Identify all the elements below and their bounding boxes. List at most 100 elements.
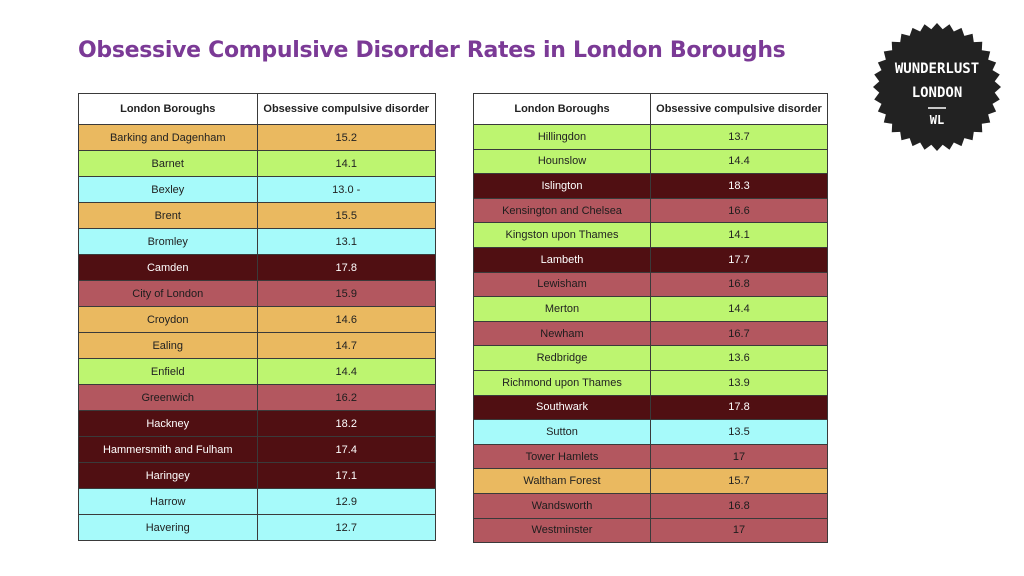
- ocd-rate-cell: 14.7: [256, 332, 436, 359]
- ocd-rate-cell: 13.6: [650, 345, 828, 371]
- ocd-rate-cell: 14.4: [650, 296, 828, 322]
- right-table-body: Hillingdon 13.7 Hounslow 14.4 Islington 18.3 K…: [473, 124, 828, 544]
- ocd-rate-cell: 17.1: [256, 462, 436, 489]
- borough-name-cell: Westminster: [473, 517, 651, 544]
- borough-name-cell: Southwark: [473, 394, 651, 421]
- ocd-rate-cell: 18.3: [650, 173, 828, 199]
- borough-name-cell: Haringey: [78, 462, 258, 489]
- borough-name-cell: Enfield: [78, 358, 258, 385]
- ocd-rate-cell: 15.2: [256, 124, 436, 151]
- ocd-rate-cell: 16.6: [650, 197, 828, 224]
- borough-name-cell: Newham: [473, 320, 651, 347]
- table-row: City of London 15.9: [78, 280, 436, 307]
- ocd-rate-cell: 15.7: [650, 468, 828, 494]
- table-row: Lewisham 16.8: [473, 271, 828, 298]
- table-row: Redbridge 13.6: [473, 345, 828, 371]
- borough-name-cell: Redbridge: [473, 345, 651, 371]
- ocd-rate-cell: 14.4: [650, 148, 828, 175]
- column-header-ocd-rate: Obsessive compulsive disorder: [650, 93, 828, 125]
- table-row: Enfield 14.4: [78, 358, 436, 385]
- table-row: Brent 15.5: [78, 202, 436, 229]
- ocd-rate-cell: 12.9: [256, 488, 436, 515]
- table-row: Bexley 13.0 -: [78, 176, 436, 203]
- borough-name-cell: Lewisham: [473, 271, 651, 298]
- borough-name-cell: Islington: [473, 173, 651, 199]
- table-row: Richmond upon Thames 13.9: [473, 369, 828, 396]
- table-row: Islington 18.3: [473, 173, 828, 199]
- ocd-rate-cell: 13.0 -: [256, 176, 436, 203]
- borough-name-cell: City of London: [78, 280, 258, 307]
- ocd-rate-cell: 17.8: [650, 394, 828, 421]
- table-row: Barnet 14.1: [78, 150, 436, 177]
- borough-name-cell: Tower Hamlets: [473, 443, 651, 470]
- ocd-rate-cell: 16.7: [650, 320, 828, 347]
- borough-name-cell: Hillingdon: [473, 124, 651, 150]
- wunderlust-london-logo: WUNDERLUST LONDON WL: [870, 20, 1004, 154]
- ocd-rate-cell: 17.4: [256, 436, 436, 463]
- table-row: Westminster 17: [473, 517, 828, 544]
- left-table-body: Barking and Dagenham 15.2 Barnet 14.1 Bexley…: [78, 124, 436, 541]
- table-row: Harrow 12.9: [78, 488, 436, 515]
- column-header-borough: London Boroughs: [473, 93, 651, 125]
- right-borough-table: London Boroughs Obsessive compulsive dis…: [473, 93, 828, 544]
- borough-name-cell: Richmond upon Thames: [473, 369, 651, 396]
- table-row: Tower Hamlets 17: [473, 443, 828, 470]
- ocd-rate-cell: 17: [650, 443, 828, 470]
- table-row: Newham 16.7: [473, 320, 828, 347]
- table-row: Sutton 13.5: [473, 419, 828, 445]
- table-row: Hillingdon 13.7: [473, 124, 828, 150]
- borough-name-cell: Barnet: [78, 150, 258, 177]
- left-borough-table: London Boroughs Obsessive compulsive dis…: [78, 93, 436, 541]
- table-row: Greenwich 16.2: [78, 384, 436, 411]
- borough-name-cell: Greenwich: [78, 384, 258, 411]
- logo-mark: WL: [930, 113, 944, 127]
- column-header-borough: London Boroughs: [78, 93, 258, 125]
- borough-name-cell: Bexley: [78, 176, 258, 203]
- borough-name-cell: Ealing: [78, 332, 258, 359]
- ocd-rate-cell: 13.5: [650, 419, 828, 445]
- borough-name-cell: Merton: [473, 296, 651, 322]
- table-row: Kingston upon Thames 14.1: [473, 222, 828, 248]
- ocd-rate-cell: 15.9: [256, 280, 436, 307]
- borough-name-cell: Sutton: [473, 419, 651, 445]
- table-row: Kensington and Chelsea 16.6: [473, 197, 828, 224]
- borough-name-cell: Bromley: [78, 228, 258, 255]
- ocd-rate-cell: 12.7: [256, 514, 436, 541]
- ocd-rate-cell: 14.1: [256, 150, 436, 177]
- page-title: Obsessive Compulsive Disorder Rates in L…: [78, 38, 786, 63]
- ocd-rate-cell: 13.1: [256, 228, 436, 255]
- table-row: Hammersmith and Fulham 17.4: [78, 436, 436, 463]
- wunderlust-london-badge-icon: WUNDERLUST LONDON WL: [873, 23, 1001, 151]
- borough-name-cell: Hackney: [78, 410, 258, 437]
- borough-name-cell: Havering: [78, 514, 258, 541]
- table-row: Wandsworth 16.8: [473, 492, 828, 519]
- table-row: Waltham Forest 15.7: [473, 468, 828, 494]
- ocd-rate-cell: 13.7: [650, 124, 828, 150]
- ocd-rate-cell: 15.5: [256, 202, 436, 229]
- logo-line-1: WUNDERLUST: [895, 61, 979, 77]
- ocd-rate-cell: 17.7: [650, 246, 828, 273]
- ocd-rate-cell: 16.8: [650, 492, 828, 519]
- logo-line-2: LONDON: [912, 85, 963, 101]
- ocd-rate-cell: 13.9: [650, 369, 828, 396]
- borough-name-cell: Camden: [78, 254, 258, 281]
- borough-name-cell: Barking and Dagenham: [78, 124, 258, 151]
- right-table-header-row: London Boroughs Obsessive compulsive dis…: [473, 93, 828, 125]
- logo-badge-shape: [873, 23, 1001, 151]
- column-header-ocd-rate: Obsessive compulsive disorder: [256, 93, 436, 125]
- borough-name-cell: Kingston upon Thames: [473, 222, 651, 248]
- borough-name-cell: Kensington and Chelsea: [473, 197, 651, 224]
- ocd-rate-cell: 16.2: [256, 384, 436, 411]
- borough-name-cell: Harrow: [78, 488, 258, 515]
- table-row: Haringey 17.1: [78, 462, 436, 489]
- table-row: Merton 14.4: [473, 296, 828, 322]
- borough-name-cell: Croydon: [78, 306, 258, 333]
- left-table-header-row: London Boroughs Obsessive compulsive dis…: [78, 93, 436, 125]
- borough-name-cell: Hounslow: [473, 148, 651, 175]
- table-row: Ealing 14.7: [78, 332, 436, 359]
- borough-name-cell: Lambeth: [473, 246, 651, 273]
- borough-name-cell: Brent: [78, 202, 258, 229]
- borough-name-cell: Waltham Forest: [473, 468, 651, 494]
- table-row: Hackney 18.2: [78, 410, 436, 437]
- table-row: Hounslow 14.4: [473, 148, 828, 175]
